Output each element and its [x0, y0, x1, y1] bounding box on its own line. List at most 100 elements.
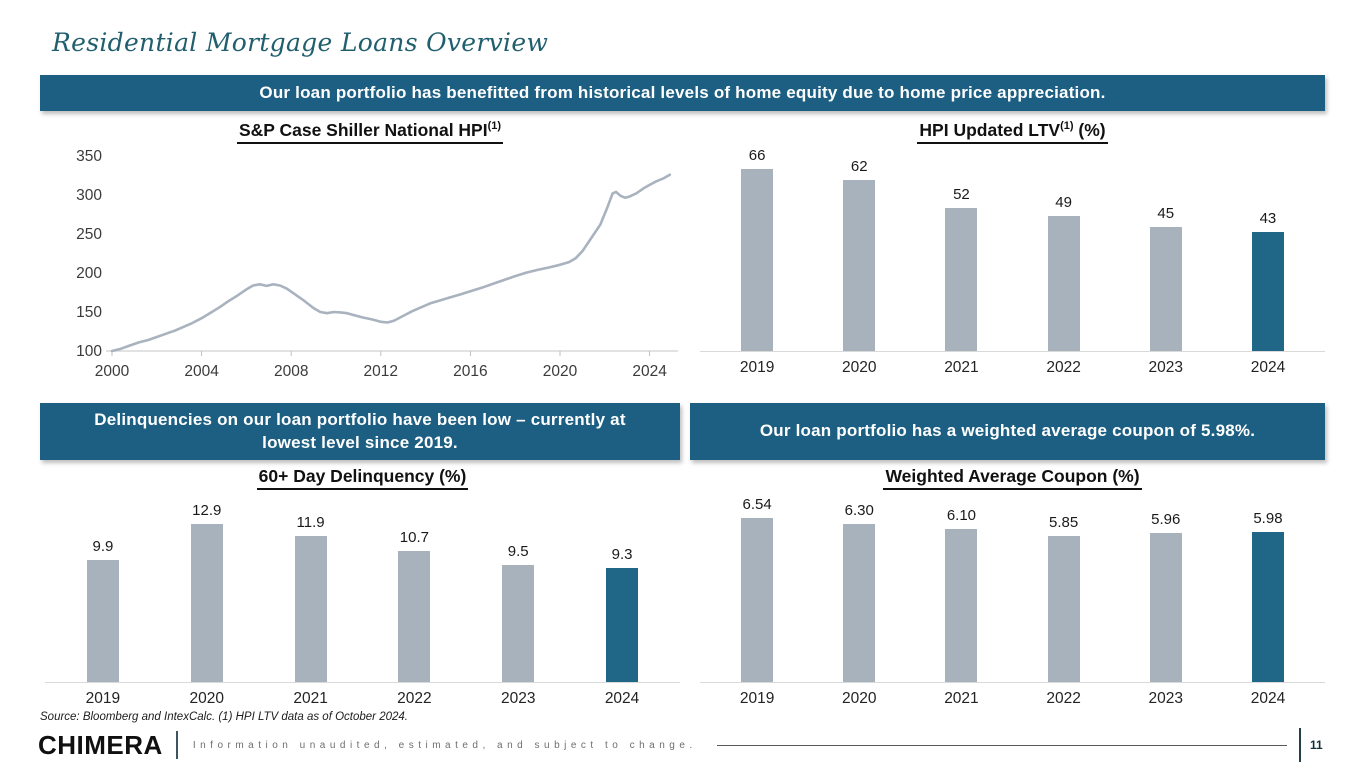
- bar: [843, 180, 876, 351]
- bar-group: 9.3: [570, 546, 674, 682]
- x-axis-tick-label: 2020: [543, 363, 578, 380]
- chimera-logo: CHIMERA: [38, 730, 163, 760]
- bar-value-label: 12.9: [192, 502, 222, 519]
- bar-value-label: 62: [850, 158, 868, 175]
- bar-group: 49: [1013, 194, 1115, 351]
- bar-group: 66: [706, 147, 808, 351]
- page-number: 11: [1310, 738, 1323, 752]
- footer: CHIMERA Information unaudited, estimated…: [38, 727, 1328, 763]
- bar-value-label: 10.7: [399, 529, 429, 546]
- bar-year-label: 2023: [1148, 690, 1184, 707]
- page-title: Residential Mortgage Loans Overview: [52, 28, 549, 57]
- bar-year-label: 2022: [1046, 690, 1081, 707]
- bar-year-label: 2024: [604, 690, 640, 707]
- bar: [190, 524, 223, 682]
- bar-group: 9.9: [51, 538, 155, 682]
- hpi-line-plot: 2000 2004 2008 2012 2016 2020 2024 100 150 200 250…: [76, 148, 678, 380]
- bar-value-label: 52: [953, 186, 970, 203]
- bar-year-label: 2019: [739, 690, 775, 707]
- bar-value-label: 66: [748, 147, 766, 164]
- delinquency-year-axis: 2019 2020 2021 2022 2023 2024: [45, 690, 680, 708]
- bar-value-label: 9.5: [507, 543, 529, 560]
- x-axis-tick-label: 2012: [364, 363, 398, 380]
- bar: [1047, 216, 1080, 351]
- banner-coupon: Our loan portfolio has a weighted averag…: [690, 403, 1325, 460]
- bar-value-label: 43: [1259, 210, 1277, 227]
- bar: [1149, 533, 1182, 682]
- x-axis-tick-label: 2008: [274, 363, 308, 380]
- chart-title-suffix: (%): [1073, 120, 1106, 140]
- bar-group: 6.30: [808, 502, 910, 682]
- banner-coupon-text: Our loan portfolio has a weighted averag…: [759, 421, 1256, 441]
- bar-value-label: 5.98: [1253, 510, 1283, 527]
- bar-group: 11.9: [259, 514, 363, 682]
- bar-value-label: 49: [1055, 194, 1072, 211]
- bar-group: 45: [1115, 205, 1217, 351]
- bar-year-label: 2021: [944, 359, 979, 376]
- banner-delinquencies-text: Delinquencies on our loan portfolio have…: [94, 410, 626, 452]
- bar-value-label: 6.54: [742, 496, 772, 513]
- bar-value-label: 6.30: [844, 502, 874, 519]
- bar-group: 62: [808, 158, 910, 351]
- bar-group: 5.85: [1013, 514, 1115, 682]
- bar-group: 5.98: [1217, 510, 1319, 682]
- bar-year-label: 2023: [500, 690, 536, 707]
- chart-title-text: 60+ Day Delinquency (%): [258, 466, 467, 486]
- bar-value-label: 9.3: [611, 546, 633, 563]
- source-note: Source: Bloomberg and IntexCalc. (1) HPI…: [40, 711, 408, 723]
- x-axis-tick-label: 2024: [632, 363, 667, 380]
- bar: [741, 518, 774, 682]
- bar-group: 43: [1217, 210, 1319, 351]
- bar-group: 10.7: [362, 529, 466, 682]
- y-axis-tick-label: 250: [76, 226, 102, 243]
- chart-title-delinquency: 60+ Day Delinquency (%): [45, 466, 680, 492]
- bar-group: 6.10: [910, 507, 1012, 682]
- bar-year-label: 2019: [739, 359, 775, 376]
- bar-group: 5.96: [1115, 511, 1217, 682]
- bar-value-label: 45: [1157, 205, 1175, 222]
- bar: [86, 560, 119, 682]
- logo-divider: [175, 731, 178, 759]
- hpi-line-series: [110, 173, 672, 353]
- delinquency-bar-plot: 9.9 12.9 11.9 10.7 9.5 9.3: [45, 492, 680, 683]
- bar-year-label: 2023: [1148, 359, 1184, 376]
- x-axis-tick-label: 2000: [95, 363, 130, 380]
- page-number-divider: [1299, 728, 1301, 762]
- disclaimer-text: Information unaudited, estimated, and su…: [192, 739, 697, 751]
- bar: [945, 208, 978, 351]
- y-axis-tick-label: 200: [76, 265, 102, 282]
- bar: [398, 551, 431, 682]
- footer-rule: [716, 744, 1287, 746]
- bar-value-label: 5.96: [1151, 511, 1181, 528]
- ltv-bar-plot: 66 62 52 49 45 43: [700, 146, 1325, 352]
- bar-year-label: 2022: [397, 690, 432, 707]
- chart-title-text: Weighted Average Coupon (%): [885, 466, 1140, 486]
- bar-group: 52: [910, 186, 1012, 351]
- bar: [502, 565, 535, 682]
- y-axis-tick-label: 100: [76, 343, 102, 360]
- chart-title-ltv: HPI Updated LTV(1) (%): [700, 120, 1325, 146]
- bar-year-label: 2021: [944, 690, 979, 707]
- bar: [1149, 227, 1182, 351]
- bar-group: 12.9: [155, 502, 259, 682]
- bar-year-label: 2024: [1250, 690, 1286, 707]
- bar-group: 6.54: [706, 496, 808, 682]
- x-axis-tick-label: 2016: [453, 363, 487, 380]
- chart-title-case-shiller: S&P Case Shiller National HPI(1): [60, 120, 680, 146]
- y-axis-tick-label: 350: [76, 148, 102, 165]
- bar-year-label: 2020: [842, 359, 877, 376]
- bar-year-label: 2019: [85, 690, 121, 707]
- coupon-bar-plot: 6.54 6.30 6.10 5.85 5.96 5.98: [700, 492, 1325, 683]
- bar: [945, 529, 978, 682]
- bar: [1251, 532, 1284, 682]
- chart-title-footnote-marker: (1): [487, 120, 502, 133]
- banner-home-equity: Our loan portfolio has benefitted from h…: [40, 75, 1325, 111]
- bar-value-label: 6.10: [946, 507, 977, 524]
- chart-title-text: HPI Updated LTV: [919, 120, 1061, 140]
- bar-year-label: 2024: [1250, 359, 1286, 376]
- banner-home-equity-text: Our loan portfolio has benefitted from h…: [259, 82, 1106, 102]
- x-axis-tick-label: 2004: [184, 363, 219, 380]
- banner-delinquencies: Delinquencies on our loan portfolio have…: [40, 403, 680, 460]
- chart-60plus-day-delinquency: 60+ Day Delinquency (%) 9.9 12.9 11.9 10.7 9…: [45, 466, 680, 709]
